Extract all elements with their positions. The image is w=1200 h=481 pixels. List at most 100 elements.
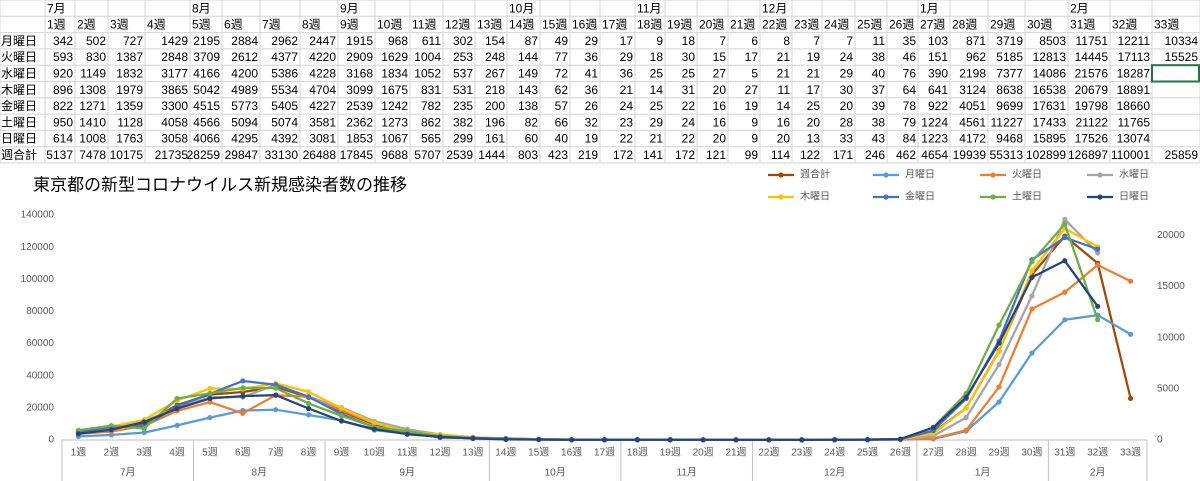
x-tick-label: 33週: [1120, 447, 1141, 459]
value-cell: 110001: [1111, 148, 1150, 162]
value-cell: 831: [421, 83, 441, 97]
value-cell: 29: [585, 34, 599, 48]
value-cell: 200: [485, 99, 505, 113]
month-cell: 10月: [509, 1, 534, 15]
value-cell: 299: [453, 132, 473, 146]
month-cell: 11月: [637, 1, 661, 15]
value-cell: 9: [751, 132, 758, 146]
x-tick-label: 18週: [627, 447, 648, 459]
value-cell: 102899: [1026, 148, 1066, 162]
point: [1095, 246, 1101, 252]
value-cell: 29847: [225, 148, 259, 162]
x-tick-label: 23週: [791, 447, 812, 459]
y2-tick-label: 5000: [1157, 384, 1180, 395]
point: [108, 427, 114, 433]
value-cell: 66: [555, 115, 569, 129]
week-cell: 4週: [147, 18, 166, 32]
series-line: [78, 259, 1099, 442]
value-cell: 5707: [414, 148, 441, 162]
value-cell: 7: [846, 34, 853, 48]
x-tick-label: 15週: [528, 447, 549, 459]
value-cell: 20: [777, 132, 791, 146]
value-cell: 17433: [1033, 115, 1067, 129]
value-cell: 11: [778, 83, 791, 97]
value-cell: 1271: [79, 99, 106, 113]
value-cell: 87: [525, 34, 539, 48]
week-cell: 5週: [192, 18, 211, 32]
value-cell: 22: [682, 99, 696, 113]
value-cell: 2195: [193, 34, 220, 48]
value-cell: 9468: [996, 132, 1023, 146]
value-cell: 22: [682, 132, 696, 146]
y2-tick-label: 15000: [1157, 281, 1185, 292]
value-cell: 1008: [79, 132, 106, 146]
week-cell: 32週: [1112, 18, 1137, 32]
value-cell: 4989: [231, 83, 258, 97]
point: [1062, 317, 1068, 323]
value-cell: 28259: [187, 148, 221, 162]
week-cell: 10週: [377, 18, 402, 32]
value-cell: 1853: [346, 132, 373, 146]
value-cell: 2909: [346, 50, 373, 64]
value-cell: 15525: [1165, 50, 1199, 64]
value-cell: 235: [453, 99, 473, 113]
week-cell: 16週: [572, 18, 597, 32]
value-cell: 9: [656, 34, 663, 48]
value-cell: 4172: [959, 132, 986, 146]
value-cell: 19: [585, 132, 599, 146]
value-cell: 126897: [1068, 148, 1108, 162]
value-cell: 5534: [271, 83, 298, 97]
legend-marker: [990, 172, 996, 178]
week-cell: 6週: [224, 18, 243, 32]
point: [207, 385, 213, 392]
value-cell: 4704: [309, 83, 336, 97]
value-cell: 3124: [959, 83, 986, 97]
chart-title: 東京都の新型コロナウイルス新規感染者数の推移: [33, 175, 407, 194]
point: [536, 436, 542, 443]
point: [1062, 216, 1068, 222]
week-cell: 9週: [340, 18, 359, 32]
value-cell: 2962: [271, 34, 298, 48]
x-tick-label: 24週: [824, 447, 845, 459]
x-tick-label: 32週: [1087, 447, 1108, 459]
point: [930, 424, 936, 431]
value-cell: 151: [928, 50, 948, 64]
y2-tick-label: 10000: [1157, 332, 1185, 343]
point: [799, 437, 805, 443]
value-cell: 2362: [346, 115, 373, 129]
value-cell: 3581: [309, 115, 336, 129]
value-cell: 17631: [1033, 99, 1067, 113]
y-tick-label: 120000: [21, 242, 55, 253]
value-cell: 24: [682, 115, 696, 129]
value-cell: 5386: [271, 67, 298, 81]
legend-label: 週合計: [800, 168, 830, 181]
x-tick-label: 2週: [104, 447, 120, 459]
point: [240, 385, 246, 391]
value-cell: 1224: [921, 115, 948, 129]
value-cell: 3177: [161, 67, 188, 81]
legend-marker: [883, 194, 889, 200]
point: [1127, 331, 1134, 337]
month-cell: 12月: [762, 1, 787, 15]
value-cell: 29: [840, 67, 854, 81]
value-cell: 40: [555, 132, 569, 146]
legend-label: 日曜日: [1119, 191, 1149, 203]
value-cell: 1834: [381, 67, 408, 81]
group-label: 2月: [1090, 467, 1106, 479]
point: [1127, 395, 1134, 402]
value-cell: 922: [928, 99, 948, 113]
row-label: 金曜日: [1, 98, 37, 113]
point: [174, 395, 180, 402]
value-cell: 565: [421, 132, 441, 146]
value-cell: 8: [783, 34, 790, 48]
value-cell: 4220: [309, 50, 336, 64]
value-cell: 46: [903, 50, 917, 64]
point: [634, 437, 640, 443]
week-cell: 24週: [824, 18, 849, 32]
value-cell: 531: [453, 83, 473, 97]
value-cell: 1763: [116, 132, 143, 146]
month-cell: 7月: [47, 1, 66, 15]
value-cell: 3099: [346, 83, 373, 97]
value-cell: 4392: [271, 132, 298, 146]
point: [371, 426, 377, 432]
